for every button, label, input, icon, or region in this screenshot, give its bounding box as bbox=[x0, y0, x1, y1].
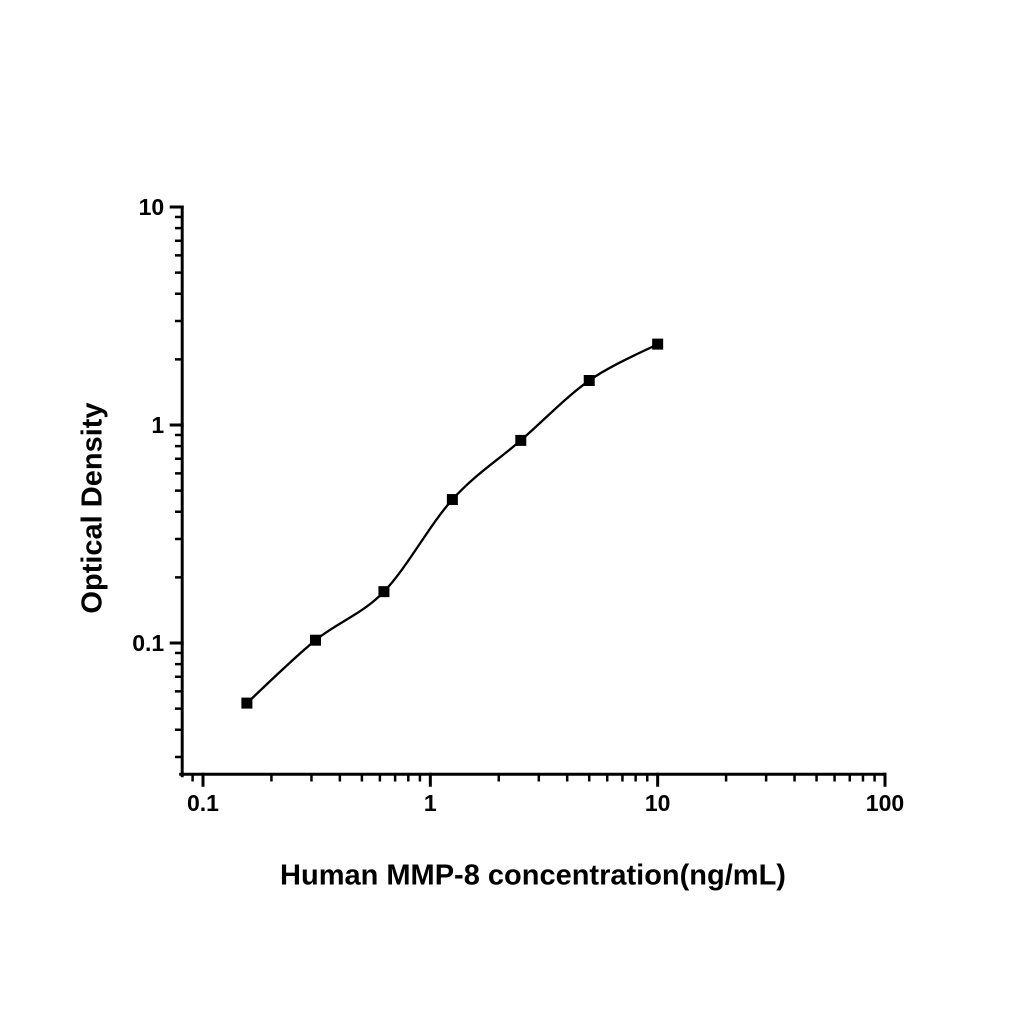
data-point-marker bbox=[309, 634, 321, 646]
data-point-marker bbox=[378, 586, 390, 598]
fit-curve bbox=[246, 343, 659, 704]
x-axis-title: Human MMP-8 concentration(ng/mL) bbox=[280, 859, 786, 892]
data-point-marker bbox=[241, 697, 253, 709]
data-point-marker bbox=[652, 338, 664, 350]
y-tick-label: 10 bbox=[139, 194, 165, 220]
x-tick-label: 10 bbox=[645, 790, 671, 816]
y-tick-label: 1 bbox=[151, 412, 164, 438]
x-tick-label: 100 bbox=[866, 790, 904, 816]
y-tick-label: 0.1 bbox=[132, 630, 164, 656]
x-tick-label: 0.1 bbox=[187, 790, 219, 816]
data-point-marker bbox=[446, 494, 458, 506]
x-tick-label: 1 bbox=[424, 790, 437, 816]
y-axis-title: Optical Density bbox=[76, 402, 109, 614]
data-point-marker bbox=[583, 375, 595, 387]
data-point-marker bbox=[515, 434, 527, 446]
